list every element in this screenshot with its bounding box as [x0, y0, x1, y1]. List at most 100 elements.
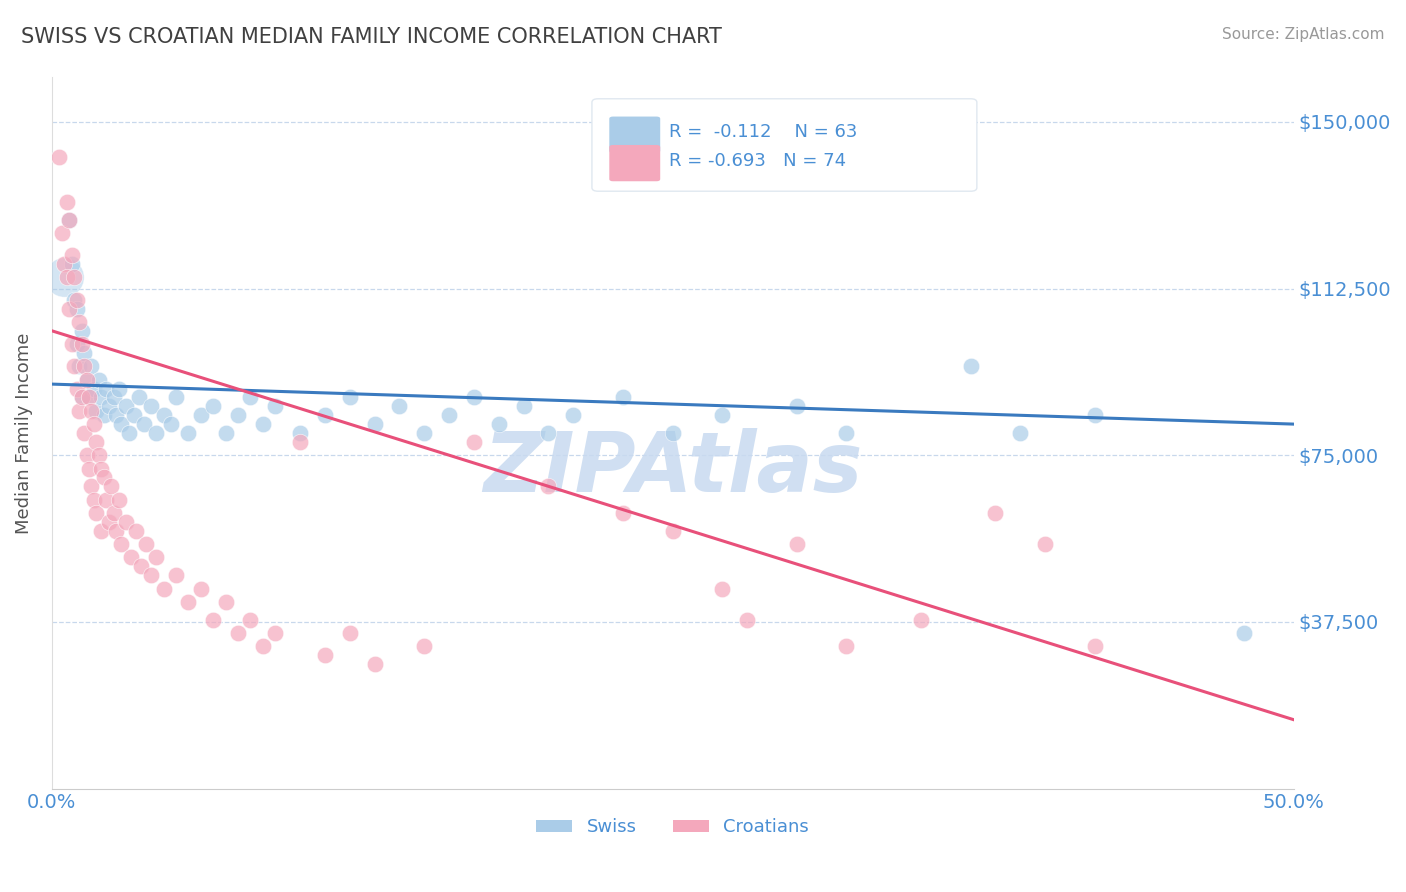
Point [97, 515, 120, 529]
Point [1084, 408, 1107, 422]
Point [65, 337, 87, 351]
FancyBboxPatch shape [592, 99, 977, 191]
Point [152, 582, 174, 596]
Point [214, 595, 236, 609]
Point [226, 626, 249, 640]
Point [76, 373, 98, 387]
Point [165, 391, 187, 405]
Text: R =  -0.112    N = 63: R = -0.112 N = 63 [669, 123, 858, 141]
Point [86, 506, 108, 520]
Point [288, 425, 311, 440]
Point [110, 417, 132, 431]
Point [835, 425, 858, 440]
Point [77, 391, 100, 405]
Point [786, 400, 808, 414]
Point [80, 403, 103, 417]
Point [86, 434, 108, 449]
Point [512, 400, 534, 414]
Point [55, 194, 77, 209]
Point [51, 226, 73, 240]
Point [959, 359, 981, 374]
Point [120, 550, 142, 565]
Point [214, 425, 236, 440]
Point [1233, 626, 1256, 640]
Point [139, 568, 162, 582]
Point [463, 434, 485, 449]
Point [105, 408, 128, 422]
Point [537, 479, 560, 493]
Point [264, 626, 287, 640]
Point [202, 613, 225, 627]
Point [786, 537, 808, 551]
Point [87, 373, 110, 387]
Point [226, 408, 249, 422]
Point [122, 408, 145, 422]
Point [612, 506, 634, 520]
Point [90, 524, 112, 538]
Point [661, 425, 683, 440]
Point [63, 359, 86, 374]
Point [115, 400, 138, 414]
Point [107, 492, 129, 507]
Point [73, 425, 96, 440]
Point [58, 212, 80, 227]
Point [58, 301, 80, 316]
Point [103, 506, 125, 520]
Point [60, 337, 83, 351]
Point [63, 293, 86, 307]
Point [73, 359, 96, 374]
Point [177, 595, 200, 609]
Point [1033, 537, 1056, 551]
Point [65, 382, 87, 396]
Point [239, 613, 262, 627]
Point [537, 425, 560, 440]
Point [76, 373, 98, 387]
Point [93, 470, 115, 484]
Point [190, 408, 212, 422]
Point [264, 400, 287, 414]
Point [97, 400, 120, 414]
Point [90, 461, 112, 475]
Point [711, 582, 734, 596]
Point [105, 524, 128, 538]
Point [165, 568, 187, 582]
Point [488, 417, 510, 431]
Point [48, 150, 70, 164]
Point [83, 382, 105, 396]
FancyBboxPatch shape [609, 117, 661, 153]
Point [70, 391, 93, 405]
Point [86, 403, 108, 417]
Point [90, 391, 112, 405]
Point [288, 434, 311, 449]
Point [67, 359, 90, 374]
Point [67, 315, 90, 329]
Point [835, 640, 858, 654]
Point [107, 382, 129, 396]
Point [103, 391, 125, 405]
Legend: Swiss, Croatians: Swiss, Croatians [529, 811, 817, 844]
Point [70, 391, 93, 405]
Point [87, 448, 110, 462]
Point [413, 425, 436, 440]
Point [437, 408, 460, 422]
Point [60, 257, 83, 271]
Point [58, 212, 80, 227]
Text: R = -0.693   N = 74: R = -0.693 N = 74 [669, 152, 846, 169]
Point [65, 301, 87, 316]
Point [1084, 640, 1107, 654]
Point [115, 515, 138, 529]
Point [65, 293, 87, 307]
Point [125, 524, 148, 538]
Point [93, 408, 115, 422]
Point [612, 391, 634, 405]
Point [363, 657, 385, 671]
Point [83, 492, 105, 507]
FancyBboxPatch shape [609, 145, 661, 181]
Point [83, 417, 105, 431]
Point [73, 346, 96, 360]
Point [413, 640, 436, 654]
Point [77, 391, 100, 405]
Point [314, 648, 336, 663]
Point [80, 479, 103, 493]
Point [252, 417, 274, 431]
